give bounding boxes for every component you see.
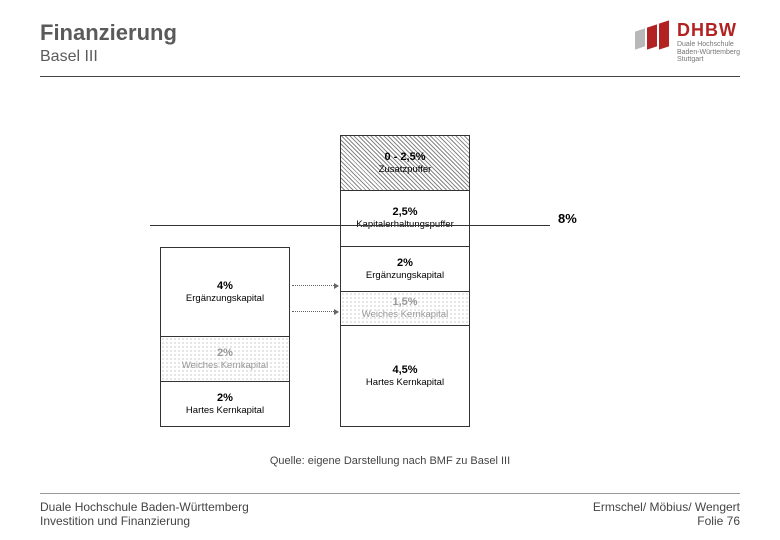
logo-text: DHBW Duale Hochschule Baden-Württemberg … — [677, 20, 740, 64]
source-text: Quelle: eigene Darstellung nach BMF zu B… — [0, 455, 780, 467]
slide-header: Finanzierung Basel III DHBW Duale Hochsc… — [0, 0, 780, 76]
logo-sub2: Baden-Württemberg — [677, 49, 740, 57]
logo-main: DHBW — [677, 20, 740, 41]
segment: 2%Weiches Kernkapital — [160, 337, 290, 382]
dhbw-logo: DHBW Duale Hochschule Baden-Württemberg … — [635, 20, 740, 64]
footer-left-line1: Duale Hochschule Baden-Württemberg — [40, 500, 249, 514]
footer-right-line1: Ermschel/ Möbius/ Wengert — [593, 500, 740, 514]
footer-left-line2: Investition und Finanzierung — [40, 514, 249, 528]
segment-percent: 2,5% — [392, 205, 417, 219]
segment-percent: 2% — [217, 346, 233, 360]
segment-percent: 1,5% — [392, 295, 417, 309]
logo-sub1: Duale Hochschule — [677, 41, 740, 49]
segment: 2%Hartes Kernkapital — [160, 382, 290, 427]
column-basel2: 4%Ergänzungskapital2%Weiches Kernkapital… — [160, 247, 290, 427]
segment-label: Weiches Kernkapital — [182, 360, 268, 372]
segment-label: Hartes Kernkapital — [366, 377, 444, 389]
segment: 2%Ergänzungskapital — [340, 247, 470, 292]
eight-percent-label: 8% — [558, 211, 577, 226]
segment-percent: 0 - 2,5% — [385, 150, 426, 164]
segment: 4,5%Hartes Kernkapital — [340, 326, 470, 427]
segment-percent: 2% — [397, 256, 413, 270]
eight-percent-line — [150, 225, 550, 226]
segment-label: Zusatzpuffer — [379, 164, 432, 176]
segment-percent: 2% — [217, 391, 233, 405]
segment: 4%Ergänzungskapital — [160, 247, 290, 337]
segment: 0 - 2,5%Zusatzpuffer — [340, 135, 470, 191]
arrow — [292, 311, 338, 312]
basel-chart: 4%Ergänzungskapital2%Weiches Kernkapital… — [40, 87, 740, 447]
segment-label: Weiches Kernkapital — [362, 309, 448, 321]
footer-right: Ermschel/ Möbius/ Wengert Folie 76 — [593, 500, 740, 528]
logo-sub3: Stuttgart — [677, 56, 740, 64]
logo-icon — [635, 20, 669, 48]
footer-left: Duale Hochschule Baden-Württemberg Inves… — [40, 500, 249, 528]
arrow — [292, 285, 338, 286]
segment-percent: 4% — [217, 279, 233, 293]
column-basel3: 0 - 2,5%Zusatzpuffer2,5%Kapitalerhaltung… — [340, 135, 470, 427]
segment: 1,5%Weiches Kernkapital — [340, 292, 470, 326]
segment-percent: 4,5% — [392, 363, 417, 377]
segment-label: Ergänzungskapital — [366, 270, 444, 282]
segment-label: Hartes Kernkapital — [186, 405, 264, 417]
header-rule — [40, 76, 740, 77]
segment: 2,5%Kapitalerhaltungspuffer — [340, 191, 470, 247]
segment-label: Ergänzungskapital — [186, 293, 264, 305]
slide-footer: Duale Hochschule Baden-Württemberg Inves… — [40, 493, 740, 528]
footer-right-line2: Folie 76 — [593, 514, 740, 528]
